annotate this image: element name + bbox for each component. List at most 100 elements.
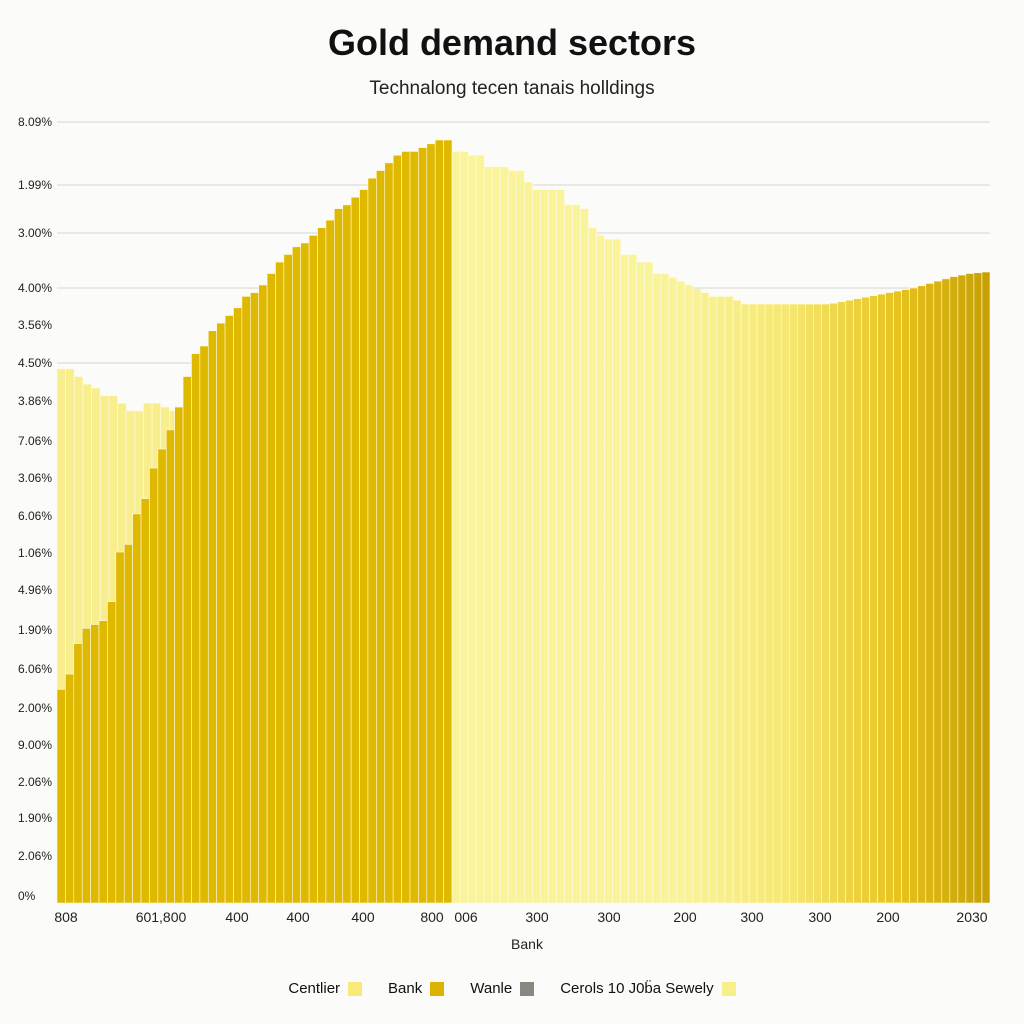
bar-bank (90, 624, 100, 904)
bar-bank (266, 273, 276, 904)
bar-bank (384, 162, 394, 904)
y-tick-label: 2.06% (18, 849, 52, 863)
bar-bank (283, 254, 293, 904)
bar-wanle (965, 273, 975, 904)
bar-bank (123, 544, 133, 904)
bar-wanle (572, 204, 581, 904)
bar-wanle (925, 283, 935, 904)
chart-plot: 8.09% 1.99% 3.00% 4.00% 3.56% 4.50% 3.86% 7.06%… (18, 115, 991, 952)
y-tick-label: 6.06% (18, 662, 52, 676)
y-tick-label: 1.99% (18, 178, 52, 192)
y-axis-ticks: 8.09% 1.99% 3.00% 4.00% 3.56% 4.50% 3.86% 7.06%… (18, 115, 52, 903)
y-tick-label: 3.00% (18, 226, 52, 240)
bar-wanle (845, 299, 854, 904)
chart-title: Gold demand sectors (327, 22, 697, 63)
bar-wanle (805, 303, 814, 904)
bar-wanle (515, 170, 525, 904)
bar-wanle (869, 295, 878, 904)
bar-wanle (813, 303, 822, 904)
bar-wanle (644, 261, 654, 904)
bar-bank (401, 151, 411, 904)
bar-bank (325, 219, 335, 904)
x-tick-label: 601,800 (136, 909, 187, 925)
bar-wanle (724, 296, 734, 904)
bar-bank (98, 620, 108, 904)
bar-wanle (909, 287, 919, 904)
bar-wanle (957, 274, 967, 904)
x-tick-label: 400 (351, 909, 375, 925)
legend-label: Centlier (288, 980, 341, 997)
y-tick-label: 8.09% (18, 115, 52, 129)
bar-bank (434, 139, 444, 904)
bar-wanle (788, 303, 798, 904)
bar-wanle (523, 181, 533, 904)
bar-bank (65, 673, 75, 904)
legend-swatch (430, 981, 445, 996)
bar-wanle (660, 273, 670, 904)
bar-wanle (949, 276, 959, 904)
legend: Centlier Bank Wanle Cerols 10 J0b̈a Sewely (0, 980, 1024, 997)
y-tick-label: 3.56% (18, 318, 52, 332)
bar-bank (426, 143, 436, 904)
x-tick-label: 2030 (956, 909, 987, 925)
bar-wanle (885, 292, 894, 904)
bar-wanle (499, 166, 509, 904)
bar-bank (409, 151, 419, 904)
bar-wanle (861, 296, 870, 904)
chart-subtitle: Technalong tecen tanais holldings (369, 78, 655, 99)
bar-bank (81, 628, 91, 904)
bar-bank (165, 429, 175, 904)
legend-swatch (348, 981, 363, 996)
bar-bank (207, 330, 217, 904)
bar-wanle (901, 289, 911, 904)
bar-wanle (604, 238, 613, 904)
bar-wanle (652, 273, 662, 904)
x-axis-label: Bank (511, 936, 544, 952)
bar-wanle (700, 292, 710, 904)
y-tick-label: 7.06% (18, 434, 52, 448)
bar-wanle (748, 303, 758, 904)
bar-bank (191, 353, 201, 904)
bar-bank (258, 284, 268, 904)
bar-bank (216, 322, 226, 904)
y-tick-label: 2.00% (18, 701, 52, 715)
bar-bank (241, 296, 251, 904)
bar-wanle (580, 208, 589, 904)
bar-wanle (483, 166, 493, 904)
x-tick-label: 200 (876, 909, 900, 925)
x-tick-label: 800 (420, 909, 444, 925)
y-tick-label: 9.00% (18, 738, 52, 752)
y-tick-label: 6.06% (18, 509, 52, 523)
bar-bank (182, 376, 192, 904)
bars (56, 139, 991, 904)
y-tick-label: 1.90% (18, 811, 52, 825)
bar-bank (233, 307, 243, 904)
x-tick-label: 400 (225, 909, 249, 925)
x-tick-label: 808 (54, 909, 78, 925)
legend-item: Cerols 10 J0b̈a Sewely (560, 980, 736, 997)
bar-wanle (612, 238, 621, 904)
bar-wanle (692, 288, 702, 904)
legend-swatch (721, 981, 736, 996)
bar-bank (140, 498, 150, 904)
bar-bank (376, 170, 386, 904)
legend-label: Bank (388, 980, 423, 997)
bar-wanle (877, 293, 886, 904)
bar-bank (342, 204, 352, 904)
y-tick-label: 4.50% (18, 356, 52, 370)
y-tick-label: 0% (18, 889, 36, 903)
bar-wanle (507, 170, 517, 904)
y-tick-label: 4.00% (18, 281, 52, 295)
bar-wanle (780, 303, 790, 904)
y-tick-label: 3.06% (18, 471, 52, 485)
bar-bank (115, 551, 125, 904)
bar-wanle (475, 154, 485, 904)
legend-swatch (520, 981, 535, 996)
bar-bank (443, 139, 453, 904)
bar-wanle (668, 277, 678, 904)
bar-wanle (620, 254, 629, 904)
bar-wanle (531, 189, 541, 904)
x-tick-label: 300 (740, 909, 764, 925)
legend-item: Bank (388, 980, 445, 997)
bar-wanle (732, 299, 742, 904)
